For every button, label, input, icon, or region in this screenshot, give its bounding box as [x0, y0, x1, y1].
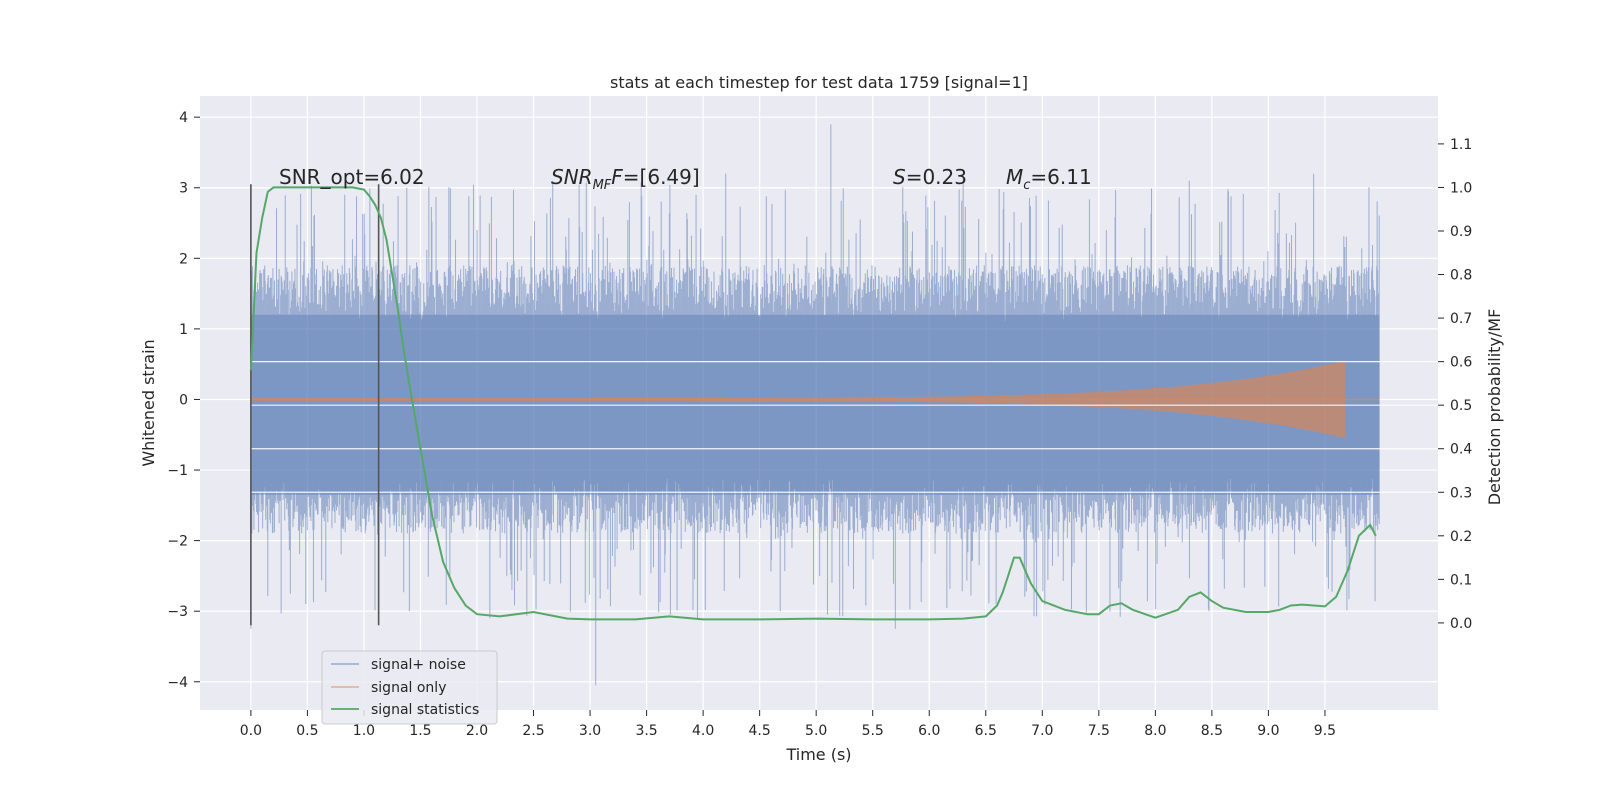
snr-mf-subscript: MF	[593, 178, 612, 193]
x-tick-label: 0.5	[296, 723, 318, 739]
y2-tick-label: 0.0	[1450, 616, 1472, 632]
annotation-snr-mf: SNRMFF=[6.49]	[551, 165, 700, 193]
y-tick-label: 3	[179, 181, 188, 197]
x-tick-label: 6.0	[918, 723, 940, 739]
y2-tick-label: 1.1	[1450, 137, 1472, 153]
x-tick-label: 3.0	[579, 723, 601, 739]
x-tick-label: 8.0	[1144, 723, 1166, 739]
y2-tick-label: 0.4	[1450, 442, 1472, 458]
y2-tick-label: 0.5	[1450, 398, 1472, 414]
s-symbol: S	[893, 165, 906, 189]
y-tick-label: 2	[179, 251, 188, 267]
mc-symbol: M	[1006, 165, 1023, 189]
marker-lines	[250, 184, 380, 626]
y-tick-label: 1	[179, 322, 188, 338]
x-tick-label: 9.0	[1257, 723, 1279, 739]
right-axis-grid-lines	[250, 361, 1438, 493]
x-tick-label: 2.0	[466, 723, 488, 739]
x-tick-label: 1.5	[409, 723, 431, 739]
y2-tick-label: 0.7	[1450, 311, 1472, 327]
x-tick-label: 4.0	[692, 723, 714, 739]
y2-tick-label: 0.8	[1450, 268, 1472, 284]
legend-label-noise: signal+ noise	[371, 657, 466, 673]
s-value: =0.23	[906, 165, 967, 189]
x-tick-label: 3.5	[635, 723, 657, 739]
y-tick-label: −4	[167, 675, 188, 691]
legend: signal+ noise signal only signal statist…	[321, 650, 498, 725]
stats-line	[249, 186, 1377, 621]
y-tick-label: 0	[179, 392, 188, 408]
x-tick-label: 9.5	[1314, 723, 1336, 739]
y2-tick-label: 0.9	[1450, 224, 1472, 240]
legend-box	[321, 650, 498, 725]
y-axis-right: 1.1 1.0 0.9 0.8 0.7 0.6 0.5 0.4 0.3 0.2 0.1 0.0	[1438, 137, 1472, 632]
mc-value: =6.11	[1030, 165, 1091, 189]
y-tick-label: −2	[167, 534, 188, 550]
y2-axis-label: Detection probability/MF	[1485, 309, 1504, 506]
x-axis: 0.0 0.5 1.0 1.5 2.0 2.5 3.0 3.5 4.0 4.5 5.0 5.5 6.0 6…	[240, 710, 1336, 739]
stats-series	[249, 186, 1377, 621]
y-tick-label: −3	[167, 604, 188, 620]
x-axis-label: Time (s)	[785, 745, 851, 764]
x-tick-label: 7.5	[1088, 723, 1110, 739]
x-tick-label: 8.5	[1201, 723, 1223, 739]
legend-label-signal: signal only	[371, 680, 446, 696]
chart-title: stats at each timestep for test data 175…	[610, 73, 1028, 92]
x-tick-label: 2.5	[522, 723, 544, 739]
legend-label-stats: signal statistics	[371, 702, 479, 718]
y-axis-left: 4 3 2 1 0 −1 −2 −3 −4	[167, 110, 200, 691]
y2-tick-label: 0.6	[1450, 355, 1472, 371]
y2-tick-label: 0.3	[1450, 485, 1472, 501]
annotation-mc: Mc=6.11	[1006, 165, 1092, 193]
x-tick-label: 7.0	[1031, 723, 1053, 739]
y-axis-label: Whitened strain	[139, 339, 158, 466]
snr-mf-symbol-2: F	[611, 165, 623, 189]
x-tick-label: 5.0	[805, 723, 827, 739]
mc-subscript: c	[1023, 178, 1030, 193]
annotation-snr-opt: SNR_opt=6.02	[279, 165, 425, 189]
x-tick-label: 6.5	[975, 723, 997, 739]
y2-tick-label: 1.0	[1450, 180, 1472, 196]
snr-mf-symbol: SNR	[551, 165, 593, 189]
y2-tick-label: 0.2	[1450, 529, 1472, 545]
y-tick-label: 4	[179, 110, 188, 126]
x-tick-label: 0.0	[240, 723, 262, 739]
signal-series	[250, 360, 1380, 439]
x-tick-label: 4.5	[749, 723, 771, 739]
x-tick-label: 5.5	[862, 723, 884, 739]
annotation-s: S=0.23	[893, 165, 967, 189]
y-tick-label: −1	[167, 463, 188, 479]
x-tick-label: 1.0	[353, 723, 375, 739]
snr-mf-value: =[6.49]	[623, 165, 700, 189]
y2-tick-label: 0.1	[1450, 572, 1472, 588]
